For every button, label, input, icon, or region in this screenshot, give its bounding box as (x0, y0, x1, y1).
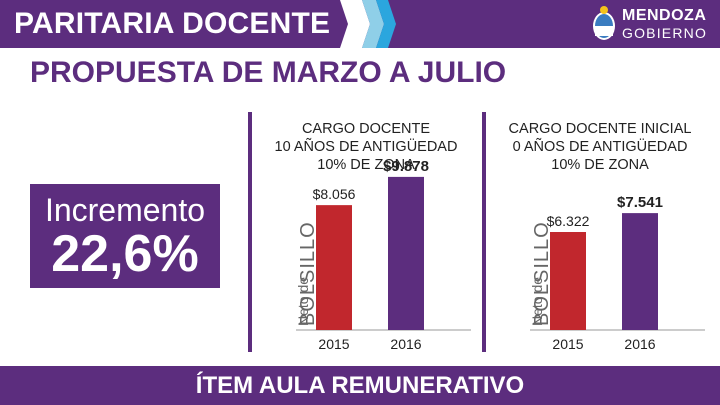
tick-label-2015: 2015 (318, 336, 349, 352)
chart-title-line2: 0 AÑOS DE ANTIGÜEDAD (512, 139, 688, 155)
divider-middle (482, 112, 486, 352)
chart-cargo-docente: Neto de BOLSILLO $8.056 2015 $9.878 2016 CAR… (256, 120, 476, 360)
bar-2016 (622, 213, 658, 330)
divider-left (248, 112, 252, 352)
chart-title-line1: CARGO DOCENTE (301, 121, 431, 137)
tick-label-2016: 2016 (390, 336, 421, 352)
chart-title-line1: CARGO DOCENTE INICIAL (508, 121, 692, 137)
y-axis-label-big: BOLSILLO (531, 221, 553, 326)
logo-line2: GOBIERNO (622, 25, 708, 41)
value-label-2015: $8.056 (313, 186, 356, 202)
chart-cargo-docente-inicial: Neto de BOLSILLO $6.322 2015 $7.541 2016 CAR… (490, 120, 710, 360)
decorative-stripes-icon (340, 0, 396, 48)
header-title: PARITARIA DOCENTE (14, 7, 331, 40)
y-axis-label-small: Neto de (295, 277, 311, 326)
chart-title-line3: 10% DE ZONA (551, 157, 649, 173)
logo-line1: MENDOZA (622, 7, 707, 24)
increment-badge: Incremento 22,6% (30, 184, 220, 288)
value-label-2016: $9.878 (383, 158, 429, 175)
y-axis-label: Neto de (529, 277, 545, 326)
page-subtitle: PROPUESTA DE MARZO A JULIO (30, 56, 507, 89)
chart-title-line2: 10 AÑOS DE ANTIGÜEDAD (274, 139, 458, 155)
value-label-2015: $6.322 (547, 213, 590, 229)
bar-2016 (388, 176, 424, 330)
badge-value: 22,6% (51, 225, 199, 283)
header: PARITARIA DOCENTE MENDOZA GOBIERNO (0, 0, 720, 48)
y-axis-label-small: Neto de (529, 277, 545, 326)
value-label-2016: $7.541 (617, 194, 663, 211)
footer-banner: ÍTEM AULA REMUNERATIVO (0, 366, 720, 405)
logo-band (352, 0, 720, 48)
bar-2015 (316, 205, 352, 330)
chart-svg: Neto de BOLSILLO$6.322 2015 $7.541 2016 (529, 194, 705, 352)
y-axis-label-big: BOLSILLO (297, 221, 319, 326)
bar-2015 (550, 232, 586, 330)
header-band (0, 0, 350, 48)
mendoza-seal-icon (593, 6, 615, 40)
tick-label-2016: 2016 (624, 336, 655, 352)
chart-title-line3: 10% DE ZONA (317, 157, 415, 173)
chart-title: CARGO DOCENTE 10 AÑOS DE ANTIGÜEDAD 10% … (256, 120, 476, 174)
badge-label: Incremento (44, 192, 206, 228)
tick-label-2015: 2015 (552, 336, 583, 352)
y-axis-label: Neto de (295, 277, 311, 326)
chart-title: CARGO DOCENTE INICIAL 0 AÑOS DE ANTIGÜED… (490, 120, 710, 174)
chart-svg: Neto de BOLSILLO $8.056 2015 $9.878 2016 (295, 158, 471, 352)
